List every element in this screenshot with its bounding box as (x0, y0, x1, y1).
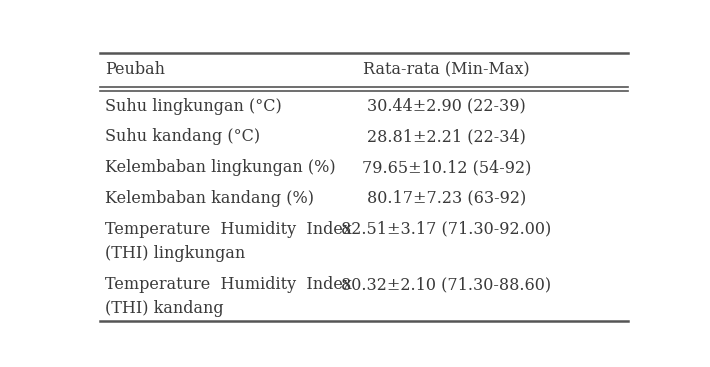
Text: 28.81±2.21 (22-34): 28.81±2.21 (22-34) (367, 128, 526, 145)
Text: Temperature  Humidity  Index: Temperature Humidity Index (105, 221, 352, 238)
Text: 82.51±3.17 (71.30-92.00): 82.51±3.17 (71.30-92.00) (342, 221, 552, 238)
Text: Suhu lingkungan (°C): Suhu lingkungan (°C) (105, 98, 282, 115)
Text: Rata-rata (Min-Max): Rata-rata (Min-Max) (363, 61, 530, 79)
Text: 30.44±2.90 (22-39): 30.44±2.90 (22-39) (367, 98, 526, 115)
Text: 80.17±7.23 (63-92): 80.17±7.23 (63-92) (367, 190, 526, 207)
Text: 79.65±10.12 (54-92): 79.65±10.12 (54-92) (361, 159, 531, 176)
Text: (THI) kandang: (THI) kandang (105, 300, 224, 317)
Text: Kelembaban kandang (%): Kelembaban kandang (%) (105, 190, 315, 207)
Text: Kelembaban lingkungan (%): Kelembaban lingkungan (%) (105, 159, 336, 176)
Text: 80.32±2.10 (71.30-88.60): 80.32±2.10 (71.30-88.60) (342, 276, 552, 293)
Text: (THI) lingkungan: (THI) lingkungan (105, 245, 246, 262)
Text: Peubah: Peubah (105, 61, 165, 79)
Text: Temperature  Humidity  Index: Temperature Humidity Index (105, 276, 352, 293)
Text: Suhu kandang (°C): Suhu kandang (°C) (105, 128, 261, 145)
